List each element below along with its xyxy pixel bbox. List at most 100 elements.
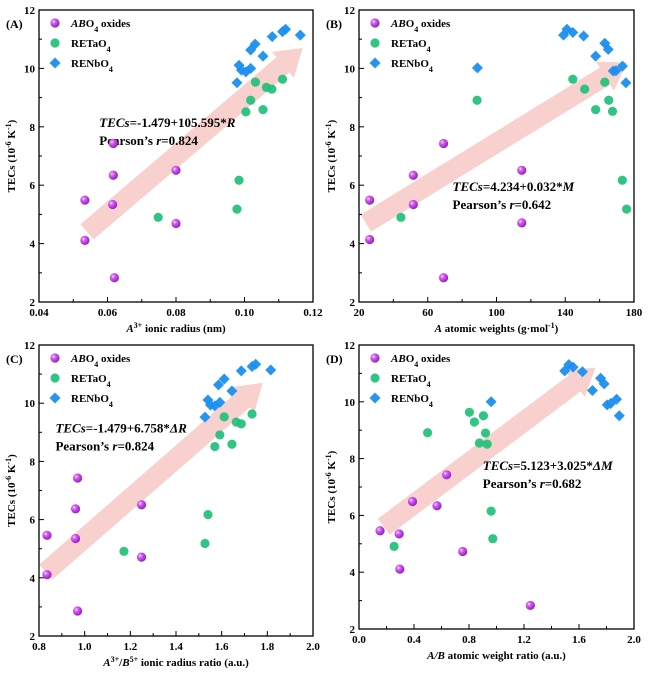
y-tick-label: 4 [30,573,36,585]
data-point [265,364,277,376]
legend-marker-circle [50,38,60,48]
y-tick-label: 8 [350,454,356,466]
y-tick-label: 12 [344,5,356,17]
legend: ABO4 oxides RETaO4 RENbO4 [49,353,131,409]
data-point [70,533,81,544]
data-point [214,396,226,408]
data-point [576,366,588,378]
panel-b: 20 60 100 140 180 2 4 6 8 10 12(B) A atomic weights… [324,5,643,335]
data-point [613,410,625,422]
data-point [231,77,243,89]
legend-marker-sphere [370,353,380,363]
series-abo4-oxides [365,138,527,283]
plot-frame [38,344,314,637]
legend-label: RETaO4 [71,373,111,389]
data-point [136,552,147,562]
data-point [200,538,210,549]
y-tick-label: 6 [30,180,36,192]
legend-label: ABO4 oxides [70,353,131,369]
data-point [394,529,404,539]
data-point [218,373,230,385]
data-point [247,409,257,419]
x-tick-label: 0.08 [166,307,186,319]
legend-label: RENbO4 [391,58,433,74]
data-point [365,234,375,245]
y-tick-label: 4 [350,239,356,251]
pearson-r: Pearson’s r=0.682 [483,476,582,491]
data-point [486,506,496,516]
series-abo4-oxides [375,470,535,611]
data-point [258,104,268,115]
data-point [245,62,257,74]
y-axis-label: TECs (10-6 K-1) [4,119,19,192]
y-axis-label: TECs (10-6 K-1) [324,450,339,523]
data-point [602,43,614,55]
data-point [438,273,449,283]
y-tick-label: 2 [30,631,36,643]
legend-marker-circle [370,38,380,48]
data-point [80,235,90,245]
x-tick-label: 100 [488,307,505,319]
data-point [266,31,278,43]
data-point [80,195,90,205]
trend-arrow [377,367,596,535]
data-point [600,77,610,87]
data-point [280,23,292,35]
series-retao4 [153,74,288,222]
data-point [119,546,129,556]
y-tick-label: 6 [30,515,36,527]
series-retao4 [119,409,257,556]
x-axis-label: A3+ ionic radius (nm) [125,321,226,336]
data-point [249,38,261,50]
regression-equation: TECs=5.123+3.025*ΔM [483,458,613,473]
data-point [407,496,418,507]
series-renbo4 [471,23,632,89]
data-point [622,204,632,214]
legend-marker-diamond [49,392,61,404]
x-tick-label: 2.0 [306,641,320,653]
data-point [245,44,257,56]
data-point [294,29,306,41]
x-tick-label: 0.0 [352,634,366,646]
data-point [616,60,628,72]
data-point [396,212,406,222]
data-point [226,385,238,397]
data-point [246,95,256,105]
data-point [199,411,211,423]
y-tick-label: 2 [30,297,36,309]
panel-c: 0.8 1.0 1.2 1.4 1.6 1.8 2.0 2 4 6 8 10 12(C) A3+/B5+ … [4,340,321,669]
x-tick-label: 2.0 [627,634,641,646]
legend-marker-sphere [50,353,60,363]
data-point [438,138,449,149]
panel-label: (C) [6,352,23,366]
data-point [408,199,418,210]
x-tick-label: 1.6 [572,634,586,646]
legend-marker-sphere [50,18,60,28]
data-point [472,95,482,105]
data-point [423,428,433,438]
y-tick-label: 2 [350,297,356,309]
x-tick-label: 0.8 [32,641,46,653]
y-tick-label: 10 [24,398,36,410]
data-point [464,407,475,417]
data-point [432,501,442,511]
data-point [219,412,229,422]
series-abo4-oxides [42,473,147,616]
x-tick-label: 140 [557,307,574,319]
data-point [517,218,527,228]
regression-equation: TECs=4.234+0.032*M [453,179,575,194]
x-axis-label: A3+/B5+ ionic radius ratio (a.u.) [102,655,249,670]
data-point [591,104,601,115]
legend-marker-diamond [369,57,381,69]
panel-label: (A) [6,17,23,31]
data-point [232,204,242,214]
legend-label: ABO4 oxides [390,353,451,369]
y-tick-label: 4 [30,239,36,251]
trend-arrow [39,382,263,580]
legend-label: RENbO4 [71,393,113,409]
legend-marker-circle [50,373,60,383]
legend-label: ABO4 oxides [390,18,451,34]
data-point [598,378,610,390]
data-point [203,510,213,520]
x-tick-label: 0.06 [98,307,118,319]
